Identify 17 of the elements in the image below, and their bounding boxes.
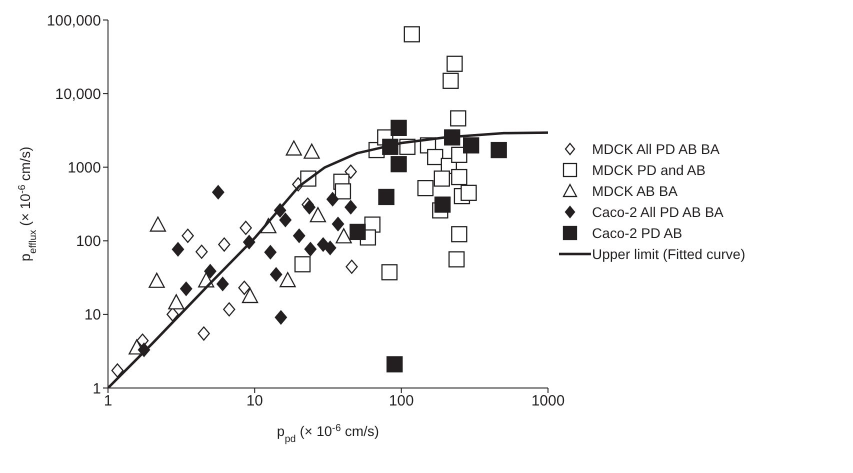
y-tick-label: 1000 <box>68 160 101 177</box>
x-tick-label: 100 <box>388 392 414 410</box>
y-tick-label: 100,000 <box>46 12 101 30</box>
legend-label: MDCK AB BA <box>592 182 678 198</box>
legend-label: Upper limit (Fitted curve) <box>592 246 746 262</box>
y-tick-label: 10 <box>84 306 101 324</box>
legend-label: MDCK PD and AB <box>592 162 706 178</box>
x-tick-label: 1 <box>104 392 112 410</box>
legend-label: Caco-2 All PD AB BA <box>592 204 724 220</box>
legend-label: MDCK All PD AB BA <box>592 140 720 156</box>
x-tick-label: 10 <box>246 392 264 410</box>
x-axis-title: p$_{pd}$ (× 10$^{-6}$ cm/s) <box>276 422 380 444</box>
y-tick-label: 10,000 <box>55 86 101 103</box>
legend-label: Caco-2 PD AB <box>592 224 682 240</box>
x-tick-label: 1000 <box>531 392 565 410</box>
y-tick-label: 100 <box>76 233 101 250</box>
y-tick-label: 1 <box>92 380 101 398</box>
